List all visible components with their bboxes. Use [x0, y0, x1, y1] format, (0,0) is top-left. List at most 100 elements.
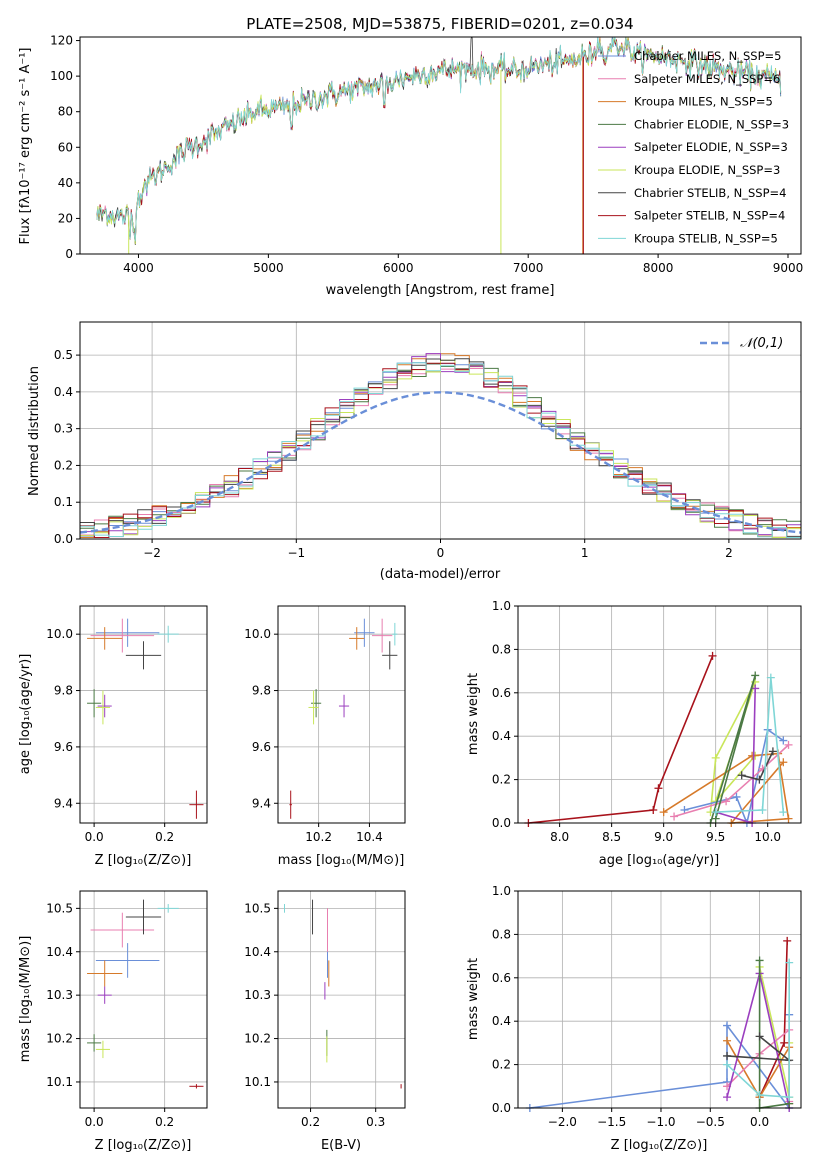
weight-age-ytick-label: 0.6: [492, 686, 511, 700]
residual-ytick-label: 0.5: [54, 348, 73, 362]
mass-z-axes: 0.0 0.2 10.1 10.2 10.3 10.4 10.5: [46, 891, 207, 1129]
residual-xtick-label: 0: [437, 546, 445, 560]
residual-ytick-label: 0.1: [54, 495, 73, 509]
weight-age-marker: [755, 775, 764, 784]
weight-age-marker: [784, 740, 793, 749]
age-z-point: [125, 641, 162, 670]
spectrum-legend-label: Salpeter ELODIE, N_SSP=3: [634, 140, 788, 154]
mass-ebv-ytick-label: 10.2: [244, 1032, 271, 1046]
residual-histogram-panel: −2 −1 0 1 2 0.0 0.1 0.2 0.3 0.4 0.5 𝒩(0,1) (data-m…: [27, 321, 802, 582]
age-mass-axes: 10.2 10.4 9.4 9.6 9.8 10.0: [244, 606, 405, 844]
weight-z-ytick-label: 1.0: [492, 884, 511, 898]
age-mass-point: [308, 690, 319, 725]
mass-z-point: [87, 1034, 102, 1052]
age-z-ylabel: age [log₁₀(age/yr)]: [18, 654, 33, 775]
weight-z-xtick-label: −1.0: [646, 1115, 675, 1129]
age-mass-point: [382, 641, 398, 670]
spectrum-legend-label: Kroupa STELIB, N_SSP=5: [634, 231, 778, 245]
weight-z-xtick-label: −2.0: [548, 1115, 577, 1129]
residual-histogram-step: [80, 362, 801, 538]
weight-age-ytick-label: 0.2: [492, 773, 511, 787]
mass-vs-metallicity-panel: 0.0 0.2 10.1 10.2 10.3 10.4 10.5 Z [log₁₀(Z/Z⊙…: [18, 890, 208, 1153]
weight-age-ytick-label: 0.8: [492, 642, 511, 656]
weight-age-marker: [784, 814, 793, 823]
spectrum-ytick-label: 120: [50, 34, 73, 48]
age-z-ytick-label: 9.6: [54, 740, 73, 754]
residual-ytick-label: 0.3: [54, 422, 73, 436]
weight-z-xtick-label: −1.5: [597, 1115, 626, 1129]
spectrum-xtick-label: 6000: [383, 261, 414, 275]
mass-z-ytick-label: 10.1: [46, 1075, 73, 1089]
age-z-xtick-label: 0.0: [85, 830, 104, 844]
weight-z-xtick-label: 0.0: [750, 1115, 769, 1129]
weight-z-ytick-label: 0.2: [492, 1058, 511, 1072]
spectrum-legend-label: Kroupa MILES, N_SSP=5: [634, 95, 773, 109]
mass-z-ytick-label: 10.5: [46, 901, 73, 915]
age-mass-xlabel: mass [log₁₀(M/M⊙)]: [278, 853, 405, 868]
weight-z-marker: [785, 958, 794, 967]
mass-ebv-xlabel: E(B-V): [321, 1138, 361, 1153]
weight-age-marker: [722, 797, 731, 806]
mass-z-axes-frame: [79, 890, 208, 1109]
spectrum-ytick-label: 40: [58, 176, 73, 190]
mass-vs-extinction-panel: 0.2 0.3 10.1 10.2 10.3 10.4 10.5 E(B-V): [244, 890, 406, 1153]
weight-age-ylabel: mass weight: [466, 673, 481, 755]
age-mass-axes-frame: [277, 605, 406, 824]
age-z-ytick-label: 9.4: [54, 796, 73, 810]
residual-ytick-label: 0.2: [54, 458, 73, 472]
weight-z-xtick-label: −0.5: [696, 1115, 725, 1129]
spectrum-legend-label: Salpeter MILES, N_SSP=6: [634, 72, 780, 86]
residual-legend: 𝒩(0,1): [700, 336, 783, 351]
mass-ebv-ytick-label: 10.3: [244, 988, 271, 1002]
weight-age-marker: [654, 784, 663, 793]
spectrum-ytick-label: 0: [65, 247, 73, 261]
spectrum-xtick-label: 9000: [773, 261, 804, 275]
weight-age-series-line: [673, 744, 790, 818]
spectrum-legend-label: Chabrier ELODIE, N_SSP=3: [634, 117, 789, 131]
mass-ebv-ytick-label: 10.5: [244, 901, 271, 915]
weight-age-marker: [748, 751, 757, 760]
residual-ytick-label: 0.0: [54, 532, 73, 546]
weight-z-marker: [785, 1093, 794, 1102]
weight-age-marker: [708, 651, 717, 660]
weight-z-marker: [755, 956, 764, 965]
spectrum-legend: Chabrier MILES, N_SSP=5 Salpeter MILES, N…: [598, 49, 789, 245]
mass-ebv-axes-frame: [277, 890, 406, 1109]
weight-age-marker: [758, 805, 767, 814]
residual-xtick-label: 2: [725, 546, 733, 560]
spectrum-axes: 4000 5000 6000 7000 8000 9000 0 20 40 60 80 100 120: [50, 34, 803, 275]
weight-z-marker: [723, 1036, 732, 1045]
mass-z-point: [87, 960, 123, 987]
weight-z-ytick-label: 0.6: [492, 971, 511, 985]
age-z-ytick-label: 9.8: [54, 684, 73, 698]
weight-age-ytick-label: 1.0: [492, 599, 511, 613]
spectrum-lines: [96, 37, 782, 254]
mass-ebv-xtick-label: 0.2: [301, 1115, 320, 1129]
weight-z-lines: [525, 936, 794, 1112]
age-z-point: [90, 618, 155, 653]
spectrum-legend-label: Salpeter STELIB, N_SSP=4: [634, 209, 785, 223]
age-z-point: [157, 625, 179, 643]
mass-ebv-xtick-label: 0.3: [366, 1115, 385, 1129]
mass-z-point: [95, 943, 160, 978]
age-z-ytick-label: 10.0: [46, 627, 73, 641]
weight-z-series-line: [726, 962, 790, 1099]
age-mass-point: [289, 790, 292, 819]
weight-age-xtick-label: 10.0: [754, 830, 781, 844]
weight-age-marker: [751, 684, 760, 693]
spectrum-xtick-label: 8000: [643, 261, 674, 275]
age-mass-point: [311, 689, 322, 718]
age-mass-xtick-label: 10.4: [356, 830, 383, 844]
spectrum-xtick-label: 4000: [123, 261, 154, 275]
weight-age-series-line: [709, 675, 756, 824]
weight-z-series-line: [529, 1014, 790, 1111]
weight-age-axes: 8.0 8.5 9.0 9.5 10.0 0.0 0.2 0.4 0.6 0.8 1.0: [492, 599, 801, 844]
weight-age-axes-frame: [517, 605, 802, 824]
mass-z-point: [157, 904, 179, 913]
mass-z-ytick-label: 10.2: [46, 1032, 73, 1046]
residual-xtick-label: −2: [143, 546, 161, 560]
mass-ebv-axes: 0.2 0.3 10.1 10.2 10.3 10.4 10.5: [244, 891, 405, 1129]
age-mass-point: [338, 694, 350, 718]
weight-age-ytick-label: 0.0: [492, 816, 511, 830]
